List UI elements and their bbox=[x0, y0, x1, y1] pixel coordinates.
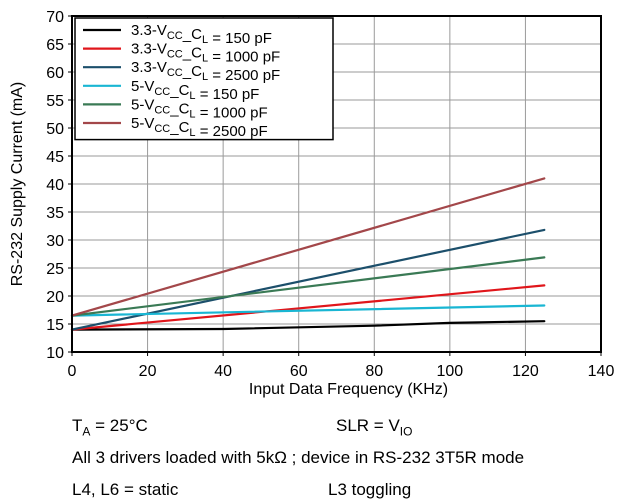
x-tick-label: 20 bbox=[139, 363, 157, 380]
toggling-line-note: L3 toggling bbox=[328, 480, 412, 499]
legend-label: 5-VCC_CL = 150 pF bbox=[131, 78, 259, 103]
grid-lines bbox=[71, 15, 602, 353]
y-tick-label: 45 bbox=[46, 149, 64, 166]
legend-label: 3.3-VCC_CL = 2500 pF bbox=[131, 59, 280, 84]
x-tick-label: 120 bbox=[512, 363, 539, 380]
axis-ticks: 0 20 40 60 80 100 120 140 10 15 20 25 30 35 40 45 50 55 60… bbox=[46, 9, 614, 380]
y-tick-label: 30 bbox=[46, 233, 64, 250]
y-tick-label: 70 bbox=[46, 9, 64, 26]
x-tick-label: 140 bbox=[588, 363, 615, 380]
legend-label: 3.3-VCC_CL = 150 pF bbox=[131, 22, 272, 47]
drivers-load-note: All 3 drivers loaded with 5kΩ ; device i… bbox=[72, 448, 525, 467]
y-axis-label: RS-232 Supply Current (mA) bbox=[9, 82, 26, 287]
y-tick-label: 15 bbox=[46, 317, 64, 334]
y-tick-label: 10 bbox=[46, 345, 64, 362]
y-tick-label: 20 bbox=[46, 289, 64, 306]
y-tick-label: 60 bbox=[46, 65, 64, 82]
series-line bbox=[70, 284, 546, 331]
legend-box bbox=[74, 17, 334, 141]
static-lines-note: L4, L6 = static bbox=[72, 480, 179, 499]
x-tick-label: 60 bbox=[290, 363, 308, 380]
y-tick-label: 25 bbox=[46, 261, 64, 278]
series-lines bbox=[70, 177, 546, 331]
y-tick-label: 35 bbox=[46, 205, 64, 222]
legend-label: 3.3-VCC_CL = 1000 pF bbox=[131, 41, 280, 66]
x-tick-label: 80 bbox=[365, 363, 383, 380]
y-tick-label: 65 bbox=[46, 37, 64, 54]
x-axis-label: Input Data Frequency (KHz) bbox=[249, 381, 448, 398]
x-tick-label: 100 bbox=[437, 363, 464, 380]
legend: 3.3-VCC_CL = 150 pF3.3-VCC_CL = 1000 pF3… bbox=[74, 17, 334, 141]
y-tick-label: 40 bbox=[46, 177, 64, 194]
series-line bbox=[70, 304, 546, 317]
legend-label: 5-VCC_CL = 2500 pF bbox=[131, 115, 268, 140]
y-tick-label: 55 bbox=[46, 93, 64, 110]
x-tick-label: 40 bbox=[214, 363, 232, 380]
y-tick-label: 50 bbox=[46, 121, 64, 138]
legend-label: 5-VCC_CL = 1000 pF bbox=[131, 96, 268, 121]
series-line bbox=[70, 256, 546, 317]
series-line bbox=[70, 320, 546, 331]
series-line bbox=[70, 177, 546, 317]
ambient-temperature-note: TA = 25°C bbox=[72, 416, 148, 439]
slew-rate-note: SLR = VIO bbox=[336, 416, 413, 439]
x-tick-label: 0 bbox=[68, 363, 77, 380]
